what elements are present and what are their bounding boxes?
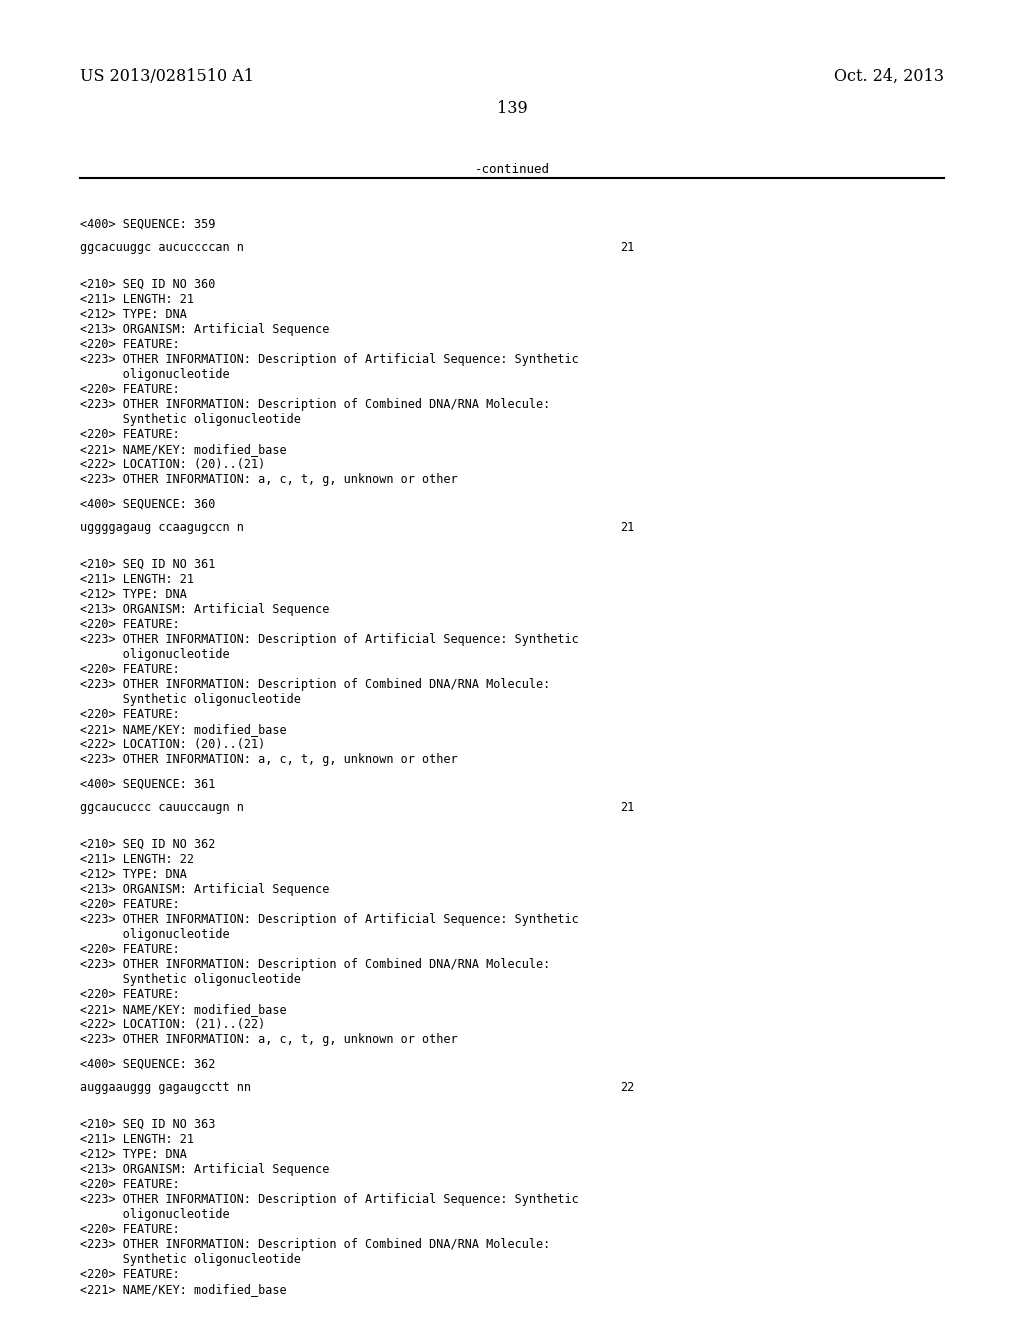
- Text: Synthetic oligonucleotide: Synthetic oligonucleotide: [80, 693, 301, 706]
- Text: <223> OTHER INFORMATION: Description of Artificial Sequence: Synthetic: <223> OTHER INFORMATION: Description of …: [80, 913, 579, 927]
- Text: ggcacuuggc aucuccccan n: ggcacuuggc aucuccccan n: [80, 242, 244, 253]
- Text: oligonucleotide: oligonucleotide: [80, 648, 229, 661]
- Text: <220> FEATURE:: <220> FEATURE:: [80, 663, 180, 676]
- Text: Synthetic oligonucleotide: Synthetic oligonucleotide: [80, 1253, 301, 1266]
- Text: <400> SEQUENCE: 360: <400> SEQUENCE: 360: [80, 498, 215, 511]
- Text: <220> FEATURE:: <220> FEATURE:: [80, 338, 180, 351]
- Text: uggggagaug ccaagugccn n: uggggagaug ccaagugccn n: [80, 521, 244, 535]
- Text: <220> FEATURE:: <220> FEATURE:: [80, 1224, 180, 1236]
- Text: <220> FEATURE:: <220> FEATURE:: [80, 383, 180, 396]
- Text: auggaauggg gagaugcctt nn: auggaauggg gagaugcctt nn: [80, 1081, 251, 1094]
- Text: <210> SEQ ID NO 361: <210> SEQ ID NO 361: [80, 558, 215, 572]
- Text: <210> SEQ ID NO 362: <210> SEQ ID NO 362: [80, 838, 215, 851]
- Text: <213> ORGANISM: Artificial Sequence: <213> ORGANISM: Artificial Sequence: [80, 603, 330, 616]
- Text: <223> OTHER INFORMATION: Description of Combined DNA/RNA Molecule:: <223> OTHER INFORMATION: Description of …: [80, 958, 550, 972]
- Text: <223> OTHER INFORMATION: Description of Artificial Sequence: Synthetic: <223> OTHER INFORMATION: Description of …: [80, 634, 579, 645]
- Text: 21: 21: [620, 242, 634, 253]
- Text: <221> NAME/KEY: modified_base: <221> NAME/KEY: modified_base: [80, 1283, 287, 1296]
- Text: oligonucleotide: oligonucleotide: [80, 928, 229, 941]
- Text: 21: 21: [620, 521, 634, 535]
- Text: <223> OTHER INFORMATION: a, c, t, g, unknown or other: <223> OTHER INFORMATION: a, c, t, g, unk…: [80, 752, 458, 766]
- Text: <211> LENGTH: 21: <211> LENGTH: 21: [80, 1133, 194, 1146]
- Text: <211> LENGTH: 21: <211> LENGTH: 21: [80, 293, 194, 306]
- Text: <212> TYPE: DNA: <212> TYPE: DNA: [80, 587, 186, 601]
- Text: <211> LENGTH: 22: <211> LENGTH: 22: [80, 853, 194, 866]
- Text: <221> NAME/KEY: modified_base: <221> NAME/KEY: modified_base: [80, 444, 287, 455]
- Text: <212> TYPE: DNA: <212> TYPE: DNA: [80, 869, 186, 880]
- Text: Oct. 24, 2013: Oct. 24, 2013: [834, 69, 944, 84]
- Text: <223> OTHER INFORMATION: Description of Artificial Sequence: Synthetic: <223> OTHER INFORMATION: Description of …: [80, 1193, 579, 1206]
- Text: <211> LENGTH: 21: <211> LENGTH: 21: [80, 573, 194, 586]
- Text: <223> OTHER INFORMATION: Description of Artificial Sequence: Synthetic: <223> OTHER INFORMATION: Description of …: [80, 352, 579, 366]
- Text: -continued: -continued: [474, 162, 550, 176]
- Text: <220> FEATURE:: <220> FEATURE:: [80, 618, 180, 631]
- Text: Synthetic oligonucleotide: Synthetic oligonucleotide: [80, 973, 301, 986]
- Text: <220> FEATURE:: <220> FEATURE:: [80, 1269, 180, 1280]
- Text: 22: 22: [620, 1081, 634, 1094]
- Text: <222> LOCATION: (20)..(21): <222> LOCATION: (20)..(21): [80, 458, 265, 471]
- Text: <212> TYPE: DNA: <212> TYPE: DNA: [80, 1148, 186, 1162]
- Text: <221> NAME/KEY: modified_base: <221> NAME/KEY: modified_base: [80, 1003, 287, 1016]
- Text: oligonucleotide: oligonucleotide: [80, 368, 229, 381]
- Text: <223> OTHER INFORMATION: a, c, t, g, unknown or other: <223> OTHER INFORMATION: a, c, t, g, unk…: [80, 1034, 458, 1045]
- Text: <221> NAME/KEY: modified_base: <221> NAME/KEY: modified_base: [80, 723, 287, 737]
- Text: <400> SEQUENCE: 362: <400> SEQUENCE: 362: [80, 1059, 215, 1071]
- Text: <213> ORGANISM: Artificial Sequence: <213> ORGANISM: Artificial Sequence: [80, 323, 330, 337]
- Text: <400> SEQUENCE: 361: <400> SEQUENCE: 361: [80, 777, 215, 791]
- Text: <220> FEATURE:: <220> FEATURE:: [80, 1177, 180, 1191]
- Text: <220> FEATURE:: <220> FEATURE:: [80, 708, 180, 721]
- Text: <213> ORGANISM: Artificial Sequence: <213> ORGANISM: Artificial Sequence: [80, 883, 330, 896]
- Text: ggcaucuccc cauuccaugn n: ggcaucuccc cauuccaugn n: [80, 801, 244, 814]
- Text: 21: 21: [620, 801, 634, 814]
- Text: <220> FEATURE:: <220> FEATURE:: [80, 428, 180, 441]
- Text: Synthetic oligonucleotide: Synthetic oligonucleotide: [80, 413, 301, 426]
- Text: <222> LOCATION: (20)..(21): <222> LOCATION: (20)..(21): [80, 738, 265, 751]
- Text: <223> OTHER INFORMATION: Description of Combined DNA/RNA Molecule:: <223> OTHER INFORMATION: Description of …: [80, 399, 550, 411]
- Text: <222> LOCATION: (21)..(22): <222> LOCATION: (21)..(22): [80, 1018, 265, 1031]
- Text: <220> FEATURE:: <220> FEATURE:: [80, 898, 180, 911]
- Text: 139: 139: [497, 100, 527, 117]
- Text: oligonucleotide: oligonucleotide: [80, 1208, 229, 1221]
- Text: <212> TYPE: DNA: <212> TYPE: DNA: [80, 308, 186, 321]
- Text: <220> FEATURE:: <220> FEATURE:: [80, 942, 180, 956]
- Text: <223> OTHER INFORMATION: Description of Combined DNA/RNA Molecule:: <223> OTHER INFORMATION: Description of …: [80, 678, 550, 690]
- Text: <210> SEQ ID NO 363: <210> SEQ ID NO 363: [80, 1118, 215, 1131]
- Text: US 2013/0281510 A1: US 2013/0281510 A1: [80, 69, 254, 84]
- Text: <400> SEQUENCE: 359: <400> SEQUENCE: 359: [80, 218, 215, 231]
- Text: <223> OTHER INFORMATION: Description of Combined DNA/RNA Molecule:: <223> OTHER INFORMATION: Description of …: [80, 1238, 550, 1251]
- Text: <210> SEQ ID NO 360: <210> SEQ ID NO 360: [80, 279, 215, 290]
- Text: <213> ORGANISM: Artificial Sequence: <213> ORGANISM: Artificial Sequence: [80, 1163, 330, 1176]
- Text: <223> OTHER INFORMATION: a, c, t, g, unknown or other: <223> OTHER INFORMATION: a, c, t, g, unk…: [80, 473, 458, 486]
- Text: <220> FEATURE:: <220> FEATURE:: [80, 987, 180, 1001]
